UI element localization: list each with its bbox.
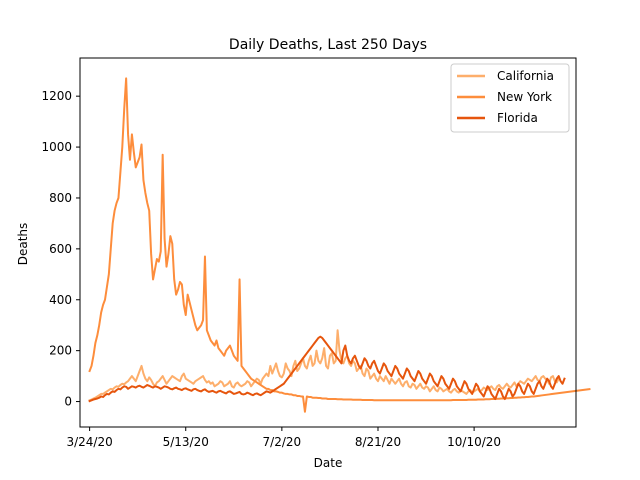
y-tick-label: 0	[64, 395, 72, 409]
axes-layer: 3/24/20 5/13/20 7/2/20 8/21/20 10/10/20 0 200 4…	[41, 57, 577, 449]
y-tick-label: 400	[49, 293, 72, 307]
chart-title: Daily Deaths, Last 250 Days	[229, 37, 427, 53]
legend: California New York Florida	[450, 63, 570, 133]
legend-box	[450, 63, 570, 133]
x-tick-label: 10/10/20	[447, 435, 501, 449]
x-tick-label: 5/13/20	[163, 435, 209, 449]
x-tick-label: 7/2/20	[263, 435, 302, 449]
x-tick-label: 3/24/20	[66, 435, 112, 449]
y-tick-label: 600	[49, 242, 72, 256]
plot-frame	[79, 57, 577, 428]
series-layer	[88, 77, 591, 413]
x-tick-label: 8/21/20	[355, 435, 401, 449]
legend-label: Florida	[497, 111, 538, 125]
y-axis-label: Deaths	[16, 223, 30, 266]
y-tick-label: 1000	[41, 140, 72, 154]
x-axis-label: Date	[314, 456, 343, 470]
y-tick-label: 1200	[41, 89, 72, 103]
y-tick-label: 800	[49, 191, 72, 205]
legend-label: New York	[497, 90, 552, 104]
y-tick-label: 200	[49, 344, 72, 358]
legend-label: California	[497, 69, 554, 83]
series-line-florida	[88, 335, 566, 403]
